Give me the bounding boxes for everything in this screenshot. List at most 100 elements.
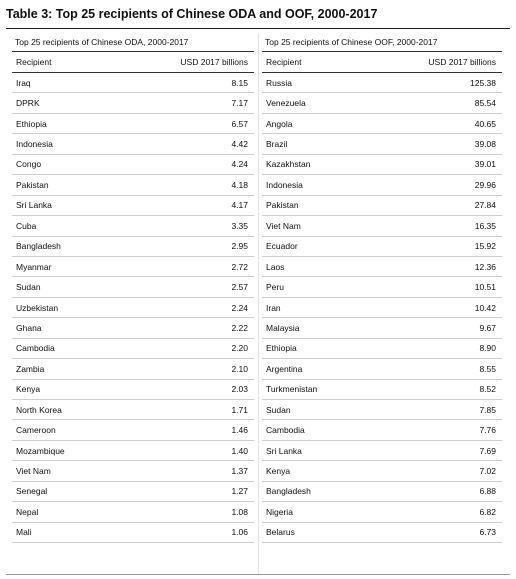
recipient-value: 12.36 — [474, 261, 496, 272]
table-row: Laos 12.36 — [262, 257, 502, 278]
recipient-value: 40.65 — [474, 118, 496, 129]
recipient-value: 39.01 — [474, 159, 496, 170]
recipient-name: Mozambique — [16, 445, 65, 456]
recipient-name: Pakistan — [266, 200, 299, 211]
recipient-name: Belarus — [266, 527, 295, 538]
table-row: Indonesia 4.42 — [12, 134, 254, 155]
recipient-value: 1.40 — [231, 445, 248, 456]
recipient-value: 1.37 — [231, 466, 248, 477]
table-row: Uzbekistan 2.24 — [12, 298, 254, 319]
recipient-name: Ecuador — [266, 241, 298, 252]
table-row: Sri Lanka 4.17 — [12, 196, 254, 217]
table-row: Ghana 2.22 — [12, 318, 254, 339]
recipient-name: Indonesia — [16, 139, 53, 150]
recipient-name: Ethiopia — [16, 118, 47, 129]
table-row: Ecuador 15.92 — [262, 237, 502, 257]
table-row: Senegal 1.27 — [12, 482, 254, 503]
recipient-value: 29.96 — [474, 179, 496, 190]
table-row: Ethiopia 6.57 — [12, 114, 254, 135]
table-row: Argentina 8.55 — [262, 359, 502, 380]
recipient-value: 1.08 — [231, 506, 248, 517]
recipient-name: Ethiopia — [266, 343, 297, 354]
table-row: Cambodia 2.20 — [12, 339, 254, 360]
recipient-name: Viet Nam — [16, 466, 51, 477]
table-row: Iran 10.42 — [262, 298, 502, 319]
recipient-name: Kazakhstan — [266, 159, 311, 170]
recipient-value: 8.55 — [479, 363, 496, 374]
recipient-name: Sri Lanka — [16, 200, 52, 211]
recipient-value: 7.02 — [479, 466, 496, 477]
table-row: Myanmar 2.72 — [12, 257, 254, 278]
recipient-value: 6.88 — [479, 486, 496, 497]
table-row: Indonesia 29.96 — [262, 175, 502, 196]
recipient-name: Sudan — [16, 282, 41, 293]
table-row: Nigeria 6.82 — [262, 502, 502, 523]
recipient-value: 3.35 — [231, 220, 248, 231]
table-row: Belarus 6.73 — [262, 523, 502, 544]
recipient-value: 6.57 — [231, 118, 248, 129]
recipient-name: Russia — [266, 77, 292, 88]
table-row: Iraq 8.15 — [12, 73, 254, 94]
table-row: Congo 4.24 — [12, 155, 254, 176]
table-row: Kenya 2.03 — [12, 380, 254, 400]
oda-panel-rule — [12, 51, 254, 52]
recipient-value: 2.24 — [231, 302, 248, 313]
recipient-value: 2.22 — [231, 322, 248, 333]
recipient-name: Angola — [266, 118, 293, 129]
recipient-name: Malaysia — [266, 322, 300, 333]
recipient-value: 39.08 — [474, 139, 496, 150]
recipient-name: Laos — [266, 261, 285, 272]
oof-col-recipient: Recipient — [266, 57, 302, 67]
recipient-value: 6.73 — [479, 527, 496, 538]
table-row: Viet Nam 1.37 — [12, 461, 254, 482]
recipient-value: 4.18 — [231, 179, 248, 190]
table-row: DPRK 7.17 — [12, 93, 254, 114]
recipient-value: 2.10 — [231, 363, 248, 374]
recipient-name: Iraq — [16, 77, 31, 88]
recipient-name: Indonesia — [266, 179, 303, 190]
table-row: Cambodia 7.76 — [262, 420, 502, 441]
oof-table-header: Recipient USD 2017 billions — [262, 52, 502, 73]
recipient-value: 4.24 — [231, 159, 248, 170]
recipient-name: Bangladesh — [266, 486, 311, 497]
oof-panel-rule — [262, 51, 502, 52]
oda-panel: Top 25 recipients of Chinese ODA, 2000-2… — [12, 34, 254, 544]
table-row: Kenya 7.02 — [262, 461, 502, 482]
recipient-name: Sri Lanka — [266, 445, 302, 456]
table-row: Ethiopia 8.90 — [262, 339, 502, 360]
table-row: Angola 40.65 — [262, 114, 502, 135]
recipient-value: 2.03 — [231, 384, 248, 395]
table-title: Table 3: Top 25 recipients of Chinese OD… — [6, 7, 378, 21]
recipient-name: Uzbekistan — [16, 302, 59, 313]
recipient-name: Kenya — [16, 384, 41, 395]
recipient-name: Bangladesh — [16, 241, 61, 252]
recipient-value: 125.38 — [470, 77, 496, 88]
recipient-name: Sudan — [266, 404, 291, 415]
recipient-value: 8.52 — [479, 384, 496, 395]
table-row: Kazakhstan 39.01 — [262, 155, 502, 176]
recipient-value: 10.51 — [474, 282, 496, 293]
table-row: Turkmenistan 8.52 — [262, 380, 502, 400]
recipient-value: 2.20 — [231, 343, 248, 354]
recipient-value: 15.92 — [474, 241, 496, 252]
recipient-value: 10.42 — [474, 302, 496, 313]
recipient-value: 1.06 — [231, 527, 248, 538]
table-row: Pakistan 27.84 — [262, 196, 502, 217]
recipient-name: Brazil — [266, 139, 288, 150]
recipient-name: Myanmar — [16, 261, 52, 272]
recipient-name: Ghana — [16, 322, 42, 333]
recipient-value: 2.95 — [231, 241, 248, 252]
panel-divider — [258, 34, 259, 574]
recipient-value: 2.57 — [231, 282, 248, 293]
recipient-value: 6.82 — [479, 506, 496, 517]
table-row: North Korea 1.71 — [12, 400, 254, 421]
table-row: Bangladesh 2.95 — [12, 237, 254, 257]
recipient-value: 4.42 — [231, 139, 248, 150]
recipient-name: DPRK — [16, 98, 40, 109]
recipient-value: 7.69 — [479, 445, 496, 456]
table-row: Nepal 1.08 — [12, 502, 254, 523]
recipient-name: Viet Nam — [266, 220, 301, 231]
recipient-name: North Korea — [16, 404, 62, 415]
recipient-value: 8.15 — [231, 77, 248, 88]
table-row: Cameroon 1.46 — [12, 420, 254, 441]
